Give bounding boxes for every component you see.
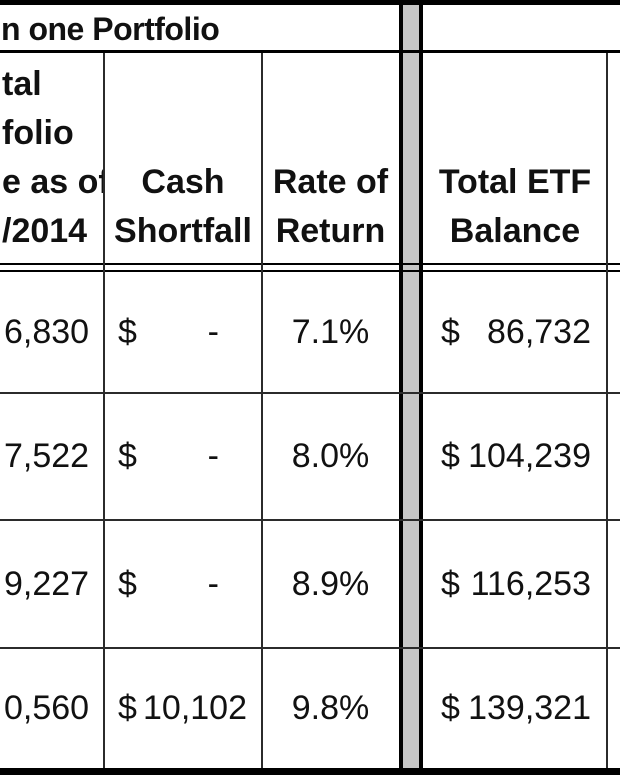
cell-cutoff[interactable] bbox=[609, 521, 620, 647]
rate-of-return-text: 9.8% bbox=[291, 689, 370, 727]
header-cash-shortfall[interactable]: Cash Shortfall bbox=[104, 53, 262, 263]
portfolio-section-title-cell[interactable]: n one Portfolio bbox=[0, 5, 399, 50]
header-portfolio-value[interactable]: tal folio e as of /2014 bbox=[0, 53, 104, 263]
header-rate-of-return[interactable]: Rate of Return bbox=[262, 53, 399, 263]
header-total-etf-balance-line: Total ETF bbox=[438, 163, 592, 201]
cell-total-etf-balance[interactable]: $ 139,321 bbox=[423, 649, 607, 768]
header-total-etf-balance[interactable]: Total ETF Balance bbox=[423, 53, 607, 263]
cell-total-etf-balance[interactable]: $ 104,239 bbox=[423, 394, 607, 519]
cell-cash-shortfall[interactable]: $ - bbox=[104, 272, 262, 392]
cell-rate-of-return[interactable]: 8.9% bbox=[262, 521, 399, 647]
header-portfolio-value-line: folio bbox=[2, 114, 74, 152]
currency-symbol: $ bbox=[441, 437, 460, 475]
cash-shortfall-text: 10,102 bbox=[143, 689, 247, 727]
cell-rate-of-return[interactable]: 8.0% bbox=[262, 394, 399, 519]
header-total-etf-balance-line: Balance bbox=[449, 212, 581, 250]
border-col-etf bbox=[606, 53, 608, 768]
cell-cash-shortfall[interactable]: $ - bbox=[104, 521, 262, 647]
border-header-double-2 bbox=[0, 270, 620, 272]
border-col-2 bbox=[261, 53, 263, 768]
cell-portfolio-value[interactable]: 9,227 bbox=[0, 521, 104, 647]
currency-symbol: $ bbox=[118, 689, 137, 727]
border-header-double-1 bbox=[0, 263, 620, 265]
border-row-3 bbox=[0, 647, 620, 649]
rate-of-return-text: 7.1% bbox=[291, 312, 370, 351]
currency-symbol: $ bbox=[441, 689, 460, 727]
header-rate-of-return-line: Rate of bbox=[272, 163, 389, 201]
header-portfolio-value-line: e as of bbox=[2, 163, 104, 201]
portfolio-value-text: 6,830 bbox=[4, 312, 90, 351]
etf-balance-text: 116,253 bbox=[470, 564, 591, 603]
cell-rate-of-return[interactable]: 9.8% bbox=[262, 649, 399, 768]
border-top bbox=[0, 0, 620, 5]
header-cash-shortfall-line: Shortfall bbox=[114, 212, 252, 250]
rate-of-return-text: 8.0% bbox=[291, 437, 370, 475]
etf-balance-text: 139,321 bbox=[468, 689, 591, 727]
cell-rate-of-return[interactable]: 7.1% bbox=[262, 272, 399, 392]
border-row-1 bbox=[0, 392, 620, 394]
etf-balance-text: 104,239 bbox=[468, 437, 591, 475]
currency-symbol: $ bbox=[441, 564, 460, 603]
hidden-column-divider bbox=[399, 0, 423, 775]
cell-cash-shortfall[interactable]: $ 10,102 bbox=[104, 649, 262, 768]
cell-cutoff[interactable] bbox=[609, 272, 620, 392]
cell-portfolio-value[interactable]: 7,522 bbox=[0, 394, 104, 519]
currency-symbol: $ bbox=[118, 564, 137, 603]
portfolio-section-title-text: n one Portfolio bbox=[1, 11, 220, 47]
header-portfolio-value-line: /2014 bbox=[2, 212, 88, 250]
border-bottom bbox=[0, 768, 620, 775]
currency-symbol: $ bbox=[118, 437, 137, 475]
border-row-2 bbox=[0, 519, 620, 521]
cell-cash-shortfall[interactable]: $ - bbox=[104, 394, 262, 519]
cash-shortfall-text: - bbox=[207, 437, 219, 475]
header-rate-of-return-line: Return bbox=[275, 212, 386, 250]
header-portfolio-value-line: tal bbox=[2, 65, 42, 103]
cell-cutoff[interactable] bbox=[609, 394, 620, 519]
border-title-bottom bbox=[0, 50, 620, 53]
etf-section-title-cell[interactable] bbox=[423, 5, 620, 50]
cell-total-etf-balance[interactable]: $ 86,732 bbox=[423, 272, 607, 392]
cell-total-etf-balance[interactable]: $ 116,253 bbox=[423, 521, 607, 647]
cell-portfolio-value[interactable]: 0,560 bbox=[0, 649, 104, 768]
currency-symbol: $ bbox=[441, 312, 460, 351]
header-cash-shortfall-line: Cash bbox=[141, 163, 225, 201]
border-col-1 bbox=[103, 53, 105, 768]
currency-symbol: $ bbox=[118, 312, 137, 351]
cell-portfolio-value[interactable]: 6,830 bbox=[0, 272, 104, 392]
cash-shortfall-text: - bbox=[207, 564, 219, 603]
portfolio-value-text: 7,522 bbox=[4, 437, 90, 475]
header-cutoff-cell[interactable] bbox=[609, 53, 620, 263]
etf-balance-text: 86,732 bbox=[487, 312, 591, 351]
cash-shortfall-text: - bbox=[207, 312, 219, 351]
rate-of-return-text: 8.9% bbox=[291, 564, 370, 603]
cell-cutoff[interactable] bbox=[609, 649, 620, 768]
portfolio-value-text: 0,560 bbox=[4, 689, 90, 727]
portfolio-value-text: 9,227 bbox=[4, 564, 90, 603]
